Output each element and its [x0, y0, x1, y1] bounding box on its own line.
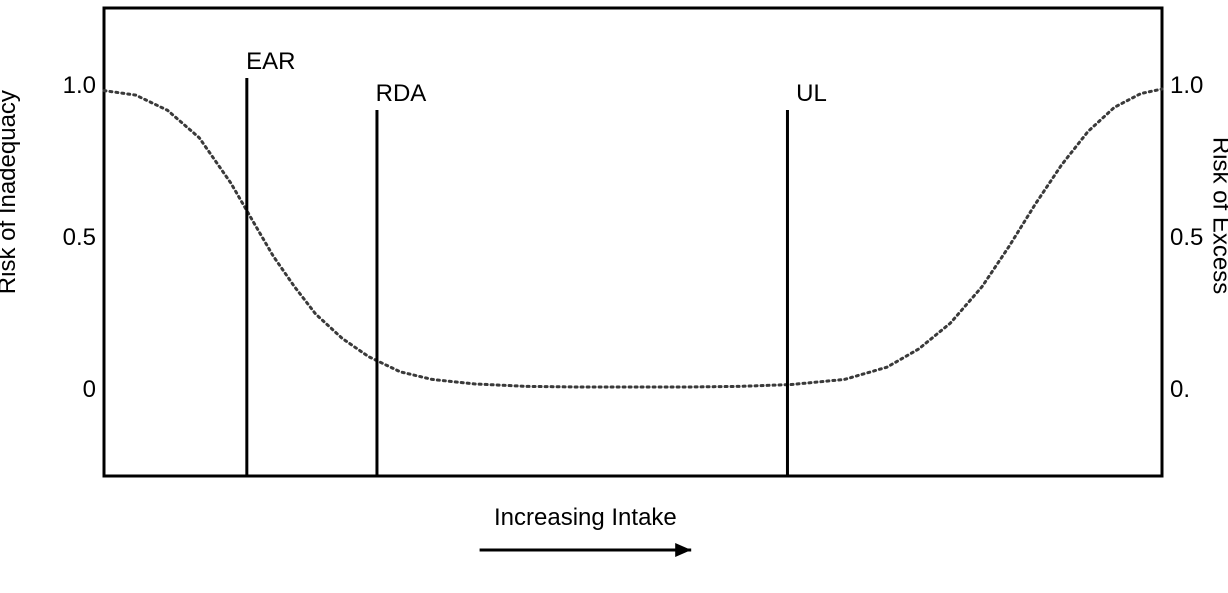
- y-right-axis-label: Risk of Excess: [1206, 136, 1228, 293]
- y-right-tick-label: 1.0: [1170, 72, 1203, 100]
- chart-container: Risk of Inadequacy Risk of Excess 0 0.5 1.…: [0, 0, 1228, 593]
- y-right-tick-label: 0.: [1170, 376, 1190, 404]
- marker-label-ul: UL: [796, 80, 827, 108]
- y-left-tick-label: 0.5: [63, 224, 96, 252]
- marker-label-rda: RDA: [376, 80, 427, 108]
- y-left-tick-label: 1.0: [63, 72, 96, 100]
- y-right-tick-label: 0.5: [1170, 224, 1203, 252]
- marker-label-ear: EAR: [246, 48, 295, 76]
- y-left-tick-label: 0: [83, 376, 96, 404]
- y-left-axis-label: Risk of Inadequacy: [0, 90, 22, 294]
- x-axis-caption: Increasing Intake: [494, 504, 677, 532]
